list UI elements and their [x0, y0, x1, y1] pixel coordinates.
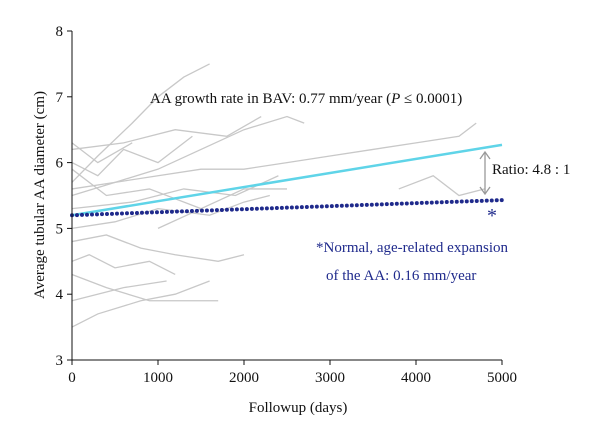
- y-tick-label: 5: [56, 221, 64, 237]
- x-tick-label: 4000: [401, 370, 431, 386]
- series-line: [70, 198, 504, 218]
- y-tick-label: 8: [56, 24, 64, 40]
- series-line: [71, 280, 167, 302]
- y-tick-label: 7: [56, 90, 64, 106]
- y-axis-label: Average tubular AA diameter (cm): [32, 91, 48, 299]
- plot: 0 1000 2000 3000 4000 5000 3 4 5 6 7 8: [56, 24, 518, 386]
- normal-annotation: of the AA: 0.16 mm/year: [326, 268, 476, 284]
- annotation-part: ≤ 0.0001): [400, 91, 462, 107]
- ratio-arrow: [479, 150, 491, 196]
- series-line: [71, 115, 262, 151]
- series-line: [71, 280, 210, 328]
- x-tick-label: 0: [68, 370, 76, 386]
- series-line: [71, 234, 245, 262]
- x-axis-label: Followup (days): [249, 400, 348, 416]
- series-line: [157, 188, 287, 229]
- ratio-annotation: Ratio: 4.8 : 1: [492, 162, 570, 178]
- y-tick-label: 3: [56, 353, 64, 369]
- y-tick-label: 6: [56, 156, 64, 172]
- series-line: [71, 142, 133, 164]
- series-line: [71, 122, 477, 190]
- series-line: [71, 254, 176, 276]
- growth-annotation: AA growth rate in BAV: 0.77 mm/year (P ≤…: [150, 91, 462, 107]
- annotation-part: P: [390, 91, 400, 107]
- x-tick-label: 1000: [143, 370, 173, 386]
- x-tick-label: 2000: [229, 370, 259, 386]
- y-tick-label: 4: [56, 287, 64, 303]
- x-tick-label: 5000: [487, 370, 517, 386]
- normal-annotation: *Normal, age-related expansion: [316, 240, 509, 256]
- star-annotation: *: [487, 205, 497, 227]
- annotation-part: AA growth rate in BAV: 0.77 mm/year (: [150, 91, 391, 107]
- series-line: [71, 143, 503, 217]
- x-tick-label: 3000: [315, 370, 345, 386]
- series-line: [398, 175, 485, 197]
- series-line: [71, 63, 210, 183]
- series-line: [71, 135, 193, 177]
- series-line: [71, 273, 219, 302]
